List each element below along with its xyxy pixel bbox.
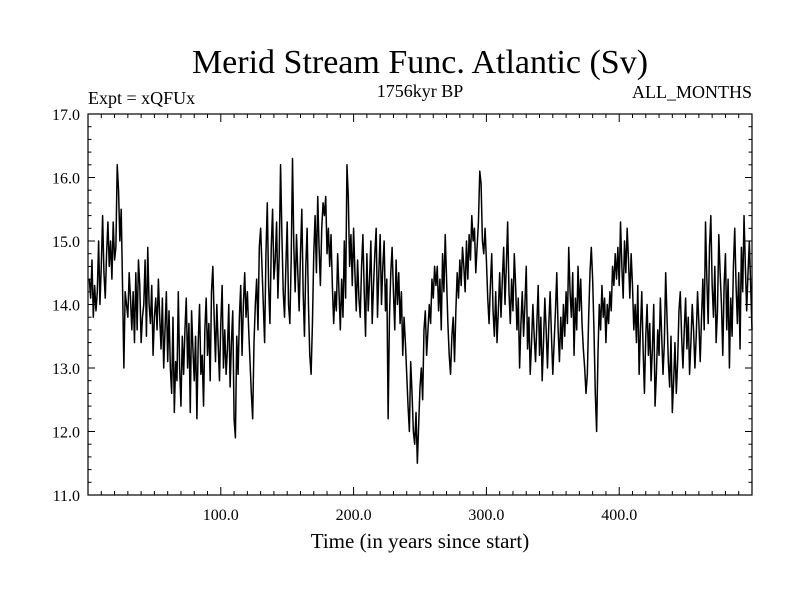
x-axis-label: Time (in years since start): [311, 529, 530, 553]
y-tick-label: 14.0: [52, 298, 80, 315]
y-tick-label: 11.0: [53, 488, 80, 505]
y-tick-label: 15.0: [52, 234, 80, 251]
time-period-label: 1756kyr BP: [377, 81, 464, 101]
data-series-line: [88, 157, 753, 464]
x-tick-label: 400.0: [601, 507, 637, 524]
months-label: ALL_MONTHS: [632, 82, 752, 102]
x-tick-label: 100.0: [203, 507, 239, 524]
chart-title: Merid Stream Func. Atlantic (Sv): [192, 44, 648, 81]
y-tick-label: 13.0: [52, 361, 80, 378]
y-tick-label: 17.0: [52, 107, 80, 124]
experiment-label: Expt = xQFUx: [88, 88, 195, 108]
x-tick-label: 200.0: [336, 507, 372, 524]
x-tick-label: 300.0: [468, 507, 504, 524]
y-tick-label: 12.0: [52, 425, 80, 442]
plot-frame: [87, 113, 753, 496]
y-tick-label: 16.0: [52, 171, 80, 188]
